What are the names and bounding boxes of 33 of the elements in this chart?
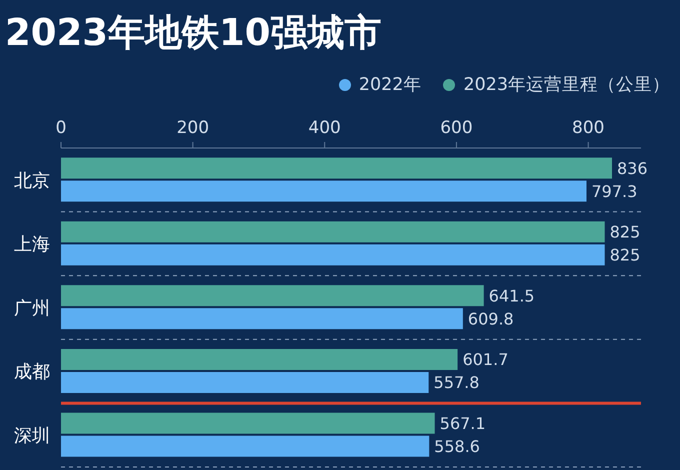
- y-tick-label: 成都: [14, 362, 50, 383]
- bar: [61, 348, 458, 370]
- legend-label: 2023年运营里程（公里）: [463, 75, 670, 95]
- y-tick-label: 北京: [14, 170, 50, 192]
- bar: [61, 372, 429, 393]
- data-label: 557.8: [434, 373, 480, 392]
- chart-title: 2023年地铁10强城市: [5, 11, 382, 54]
- bar: [61, 158, 612, 179]
- x-tick-label: 800: [572, 118, 604, 138]
- data-label: 558.6: [434, 436, 480, 456]
- data-label: 836: [617, 158, 648, 178]
- x-tick-label: 600: [440, 118, 473, 138]
- data-label: 609.8: [468, 309, 514, 328]
- data-label: 825: [610, 246, 640, 265]
- data-label: 797.3: [591, 182, 638, 201]
- x-tick-label: 0: [56, 118, 66, 138]
- data-label: 601.7: [462, 350, 508, 370]
- bar: [61, 285, 484, 306]
- legend-label: 2022年: [358, 75, 422, 95]
- y-tick-label: 广州: [14, 298, 50, 319]
- x-tick-label: 200: [176, 118, 210, 138]
- x-tick-label: 400: [308, 118, 341, 138]
- y-tick-label: 深圳: [14, 425, 50, 446]
- bar: [61, 308, 463, 330]
- data-label: 641.5: [488, 286, 535, 306]
- bar: [61, 244, 605, 266]
- y-tick-label: 上海: [14, 234, 50, 256]
- bar: [61, 436, 430, 457]
- bar: [61, 221, 605, 242]
- bar: [61, 180, 586, 202]
- bar: [61, 412, 435, 434]
- data-label: 825: [610, 222, 640, 242]
- data-label: 567.1: [440, 414, 486, 433]
